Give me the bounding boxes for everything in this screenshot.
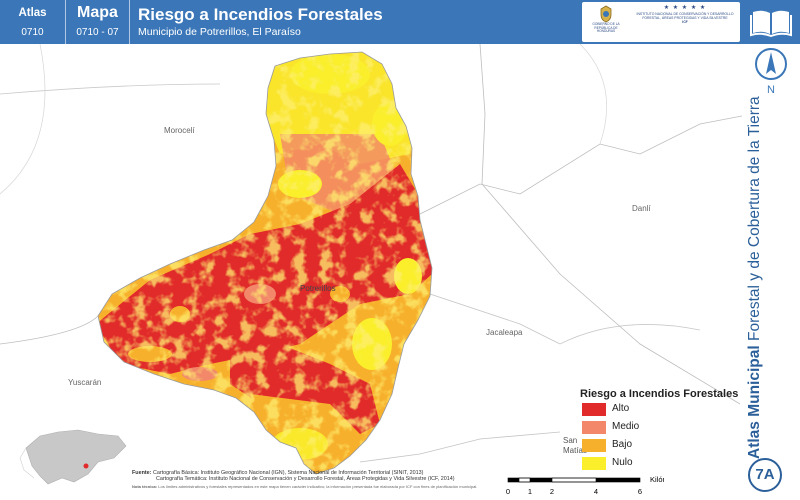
legend-item-alto: Alto (580, 402, 742, 418)
legend: Riesgo a Incendios Forestales Alto Medio… (580, 388, 742, 472)
locator-inset-map (19, 429, 127, 485)
icf-abbrev: ICF (682, 20, 688, 24)
place-label: Jacaleapa (486, 328, 523, 337)
map-title: Riesgo a Incendios Forestales (138, 5, 383, 24)
north-label: N (767, 84, 775, 96)
coat-of-arms-icon (600, 5, 612, 23)
sources-line-1: Cartografía Básica: Instituto Geográfico… (152, 470, 424, 476)
side-title-rest: Forestal y de Cobertura de la Tierra (746, 96, 763, 346)
place-label: Yuscarán (68, 378, 102, 387)
place-label: Potrerillos (300, 284, 336, 293)
government-logo-text: GOBIERNO DE LA REPÚBLICA DE HONDURAS (592, 22, 620, 34)
legend-item-nulo: Nulo (580, 456, 742, 472)
icf-logo-text: INSTITUTO NACIONAL DE CONSERVACIÓN Y DES… (636, 12, 734, 20)
open-book-icon (750, 10, 792, 38)
sources-line-2: Cartografía Temática: Instituto Nacional… (156, 476, 455, 483)
government-logo: GOBIERNO DE LA REPÚBLICA DE HONDURAS (586, 5, 626, 39)
map-label: Mapa (77, 4, 118, 21)
atlas-label: Atlas (18, 7, 47, 19)
legend-item-bajo: Bajo (580, 438, 742, 454)
legend-label: Medio (612, 421, 640, 432)
sources-label: Fuente: (132, 470, 152, 476)
scale-unit: Kilómetros (650, 475, 664, 484)
legend-swatch (582, 403, 606, 416)
atlas-side-title: Atlas Municipal Forestal y de Cobertura … (746, 96, 764, 459)
note-label: Nota técnica: (132, 483, 158, 489)
stars-icon: ★ ★ ★ ★ ★ (663, 5, 707, 11)
scale-bar: 0 1 2 4 6 Kilómetros (506, 475, 664, 496)
icf-logo: ★ ★ ★ ★ ★ INSTITUTO NACIONAL DE CONSERVA… (634, 5, 736, 39)
legend-label: Bajo (612, 439, 633, 450)
scale-tick-label: 4 (594, 487, 598, 496)
map-subtitle: Municipio de Potrerillos, El Paraíso (138, 26, 301, 38)
legend-swatch (582, 439, 606, 452)
legend-swatch (582, 421, 606, 434)
north-arrow: N (752, 46, 790, 102)
place-label: Morocelí (164, 126, 195, 135)
map-area: Morocelí Danlí Jacaleapa Yuscarán Potrer… (0, 44, 742, 500)
technical-note: Los límites administrativos y forestales… (158, 483, 478, 489)
map-canvas (0, 44, 742, 475)
legend-title: Riesgo a Incendios Forestales (580, 388, 739, 400)
place-label: San Matías (563, 436, 588, 455)
location-marker-icon (83, 463, 89, 469)
atlas-number: 0710 (21, 27, 44, 38)
scale-tick-label: 0 (506, 487, 510, 496)
legend-item-medio: Medio (580, 420, 742, 436)
map-number: 0710 - 07 (76, 27, 119, 38)
fire-risk-raster (98, 52, 432, 474)
sources-block: Fuente: Cartografía Básica: Instituto Ge… (132, 470, 502, 489)
legend-label: Alto (612, 403, 630, 414)
header-bar: Atlas 0710 Mapa 0710 - 07 Riesgo a Incen… (0, 0, 800, 44)
map-section-badge: 7A (748, 458, 782, 492)
right-rail: N Atlas Municipal Forestal y de Cobertur… (742, 44, 800, 500)
legend-swatch (582, 457, 606, 470)
north-arrow-icon (755, 48, 787, 80)
legend-label: Nulo (612, 457, 633, 468)
scale-tick-label: 2 (550, 487, 554, 496)
atlas-block: Atlas 0710 (0, 0, 66, 44)
map-number-block: Mapa 0710 - 07 (66, 0, 130, 44)
municipality-boundary (97, 51, 433, 475)
scale-tick-label: 6 (638, 487, 642, 496)
institution-logos: GOBIERNO DE LA REPÚBLICA DE HONDURAS ★ ★… (582, 2, 740, 42)
place-label: Danlí (632, 204, 651, 213)
side-title-bold: Atlas Municipal (746, 345, 763, 459)
scale-tick-label: 1 (528, 487, 532, 496)
